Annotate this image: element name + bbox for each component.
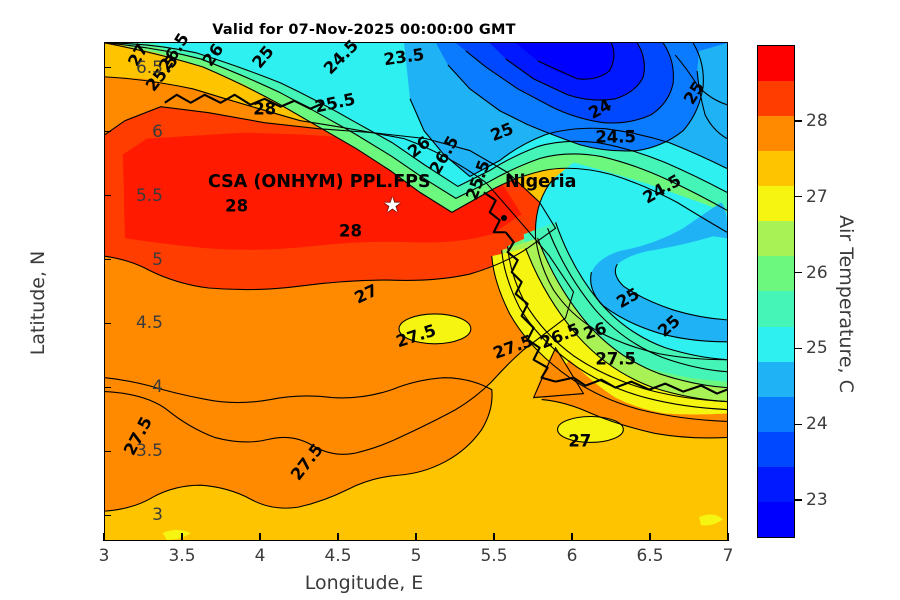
colorbar[interactable] [757,45,795,538]
colorbar-band-0 [758,501,794,537]
y-tick-label-4: 4 [152,377,163,398]
contour-plot-area[interactable]: ★ [104,42,728,541]
colorbar-band-3 [758,396,794,432]
marker-star-csa: ★ [383,193,402,217]
colorbar-tick-mark [795,120,802,122]
colorbar-band-13 [758,46,794,81]
y-tick-label-5: 5 [152,249,163,270]
y-tick-mark [104,66,111,69]
contour-map-svg [105,43,727,540]
colorbar-band-8 [758,221,794,257]
x-axis-title: Longitude, E [304,572,424,594]
colorbar-band-5 [758,326,794,362]
colorbar-band-4 [758,361,794,397]
x-tick-label-6: 6 [566,546,578,566]
colorbar-band-1 [758,466,794,502]
x-tick-mark [181,533,183,541]
colorbar-band-2 [758,431,794,467]
map-label-csa: CSA (ONHYM) PPL.FPS [208,172,431,192]
colorbar-band-7 [758,256,794,292]
contour-label: 27.5 [595,349,637,369]
x-tick-label-4: 4 [254,546,266,566]
x-tick-label-3: 3 [98,546,110,566]
x-tick-mark [337,533,339,541]
y-tick-label-3.5: 3.5 [135,441,163,462]
y-tick-mark [104,322,111,325]
map-label-nigeria: Nigeria [505,172,577,192]
x-tick-mark [103,533,105,541]
x-tick-mark [649,533,651,541]
x-tick-mark [415,533,417,541]
y-axis-title: Latitude, N [27,250,49,356]
contour-label: 28 [338,221,362,241]
figure-title: Valid for 07-Nov-2025 00:00:00 GMT [212,22,516,38]
x-tick-mark [727,533,729,541]
colorbar-band-9 [758,186,794,222]
y-tick-mark [104,194,111,197]
colorbar-band-10 [758,151,794,187]
x-tick-mark [571,533,573,541]
x-tick-label-7: 7 [722,546,734,566]
x-tick-label-5: 5 [410,546,422,566]
y-tick-label-5.5: 5.5 [135,185,163,206]
y-tick-mark [104,450,111,453]
contour-label: 27 [568,431,592,451]
y-tick-mark [104,386,111,389]
colorbar-tick-label-23: 23 [806,490,828,511]
colorbar-tick-label-25: 25 [806,338,828,359]
x-tick-label-4.5: 4.5 [324,546,352,566]
colorbar-tick-mark [795,423,802,425]
y-tick-label-4.5: 4.5 [135,313,163,334]
y-tick-label-6: 6 [152,121,163,142]
x-tick-label-5.5: 5.5 [480,546,508,566]
colorbar-band-11 [758,116,794,152]
colorbar-tick-label-27: 27 [806,186,828,207]
colorbar-tick-label-26: 26 [806,262,828,283]
contour-label: 28 [225,196,249,216]
contour-label: 28 [253,99,277,119]
colorbar-band-12 [758,80,794,117]
colorbar-tick-label-24: 24 [806,414,828,435]
x-tick-label-3.5: 3.5 [168,546,196,566]
y-tick-label-3: 3 [152,505,163,526]
colorbar-tick-label-28: 28 [806,110,828,131]
marker-dot-nigeria [501,215,507,221]
x-tick-mark [493,533,495,541]
contour-label: 24.5 [595,127,637,147]
x-tick-label-6.5: 6.5 [636,546,664,566]
colorbar-tick-mark [795,195,802,198]
y-tick-mark [104,130,111,133]
y-tick-mark [104,258,111,261]
colorbar-band-6 [758,291,794,327]
colorbar-tick-mark [795,347,802,350]
colorbar-tick-mark [795,271,802,274]
colorbar-tick-mark [795,499,802,501]
x-tick-mark [259,533,261,541]
colorbar-title: Air Temperature, C [835,215,857,393]
y-tick-label-6.5: 6.5 [135,57,163,78]
y-tick-mark [104,514,111,517]
